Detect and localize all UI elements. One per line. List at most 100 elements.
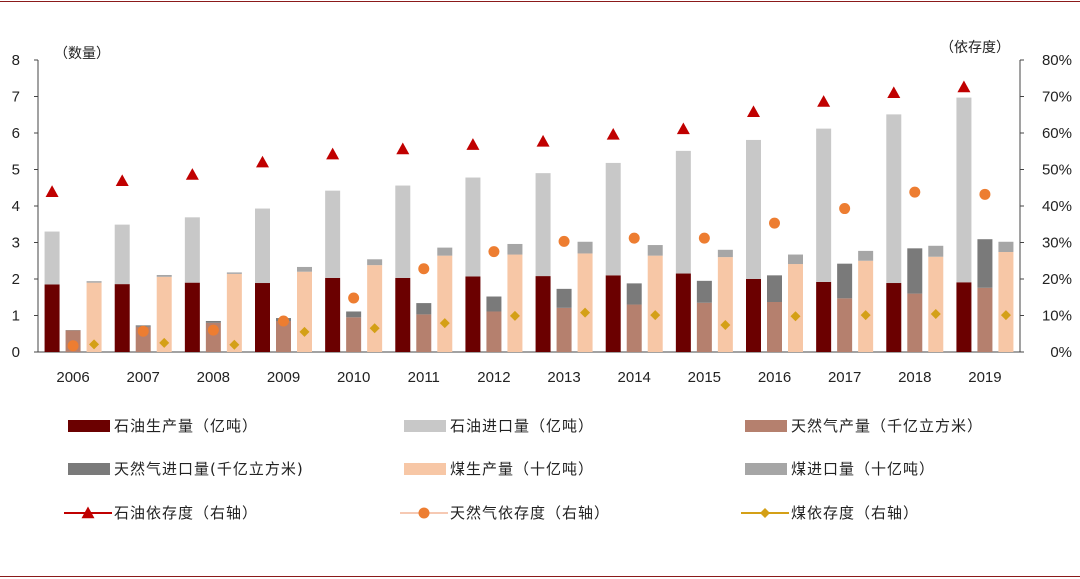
bar-1-0 [626, 304, 642, 352]
coal-dependency-marker [1000, 310, 1011, 321]
bar-1-0 [767, 301, 782, 352]
bar-1-1 [626, 283, 642, 305]
gas-dependency-marker [207, 324, 219, 336]
legend-swatch [404, 463, 446, 475]
bar-0-0 [325, 277, 341, 352]
oil-dependency-marker [326, 147, 340, 160]
bar-1-0 [486, 311, 502, 352]
legend-swatch [404, 420, 446, 432]
legend-diamond-marker [760, 508, 770, 518]
x-tick-label: 2012 [477, 369, 510, 386]
x-tick-label: 2010 [337, 369, 370, 386]
legend-circle-marker [418, 507, 430, 519]
oil-dependency-marker [957, 80, 971, 93]
left-tick-label: 0 [12, 344, 20, 361]
bar-0-1 [675, 150, 691, 274]
gas-dependency-marker [137, 325, 149, 337]
bar-0-1 [886, 114, 902, 284]
coal-dependency-marker [229, 339, 240, 350]
gas-dependency-marker [488, 246, 500, 258]
bar-2-1 [858, 250, 874, 261]
legend-label: 天然气进口量(千亿立方米) [114, 460, 304, 478]
bar-0-1 [535, 173, 551, 277]
legend-label: 石油依存度（右轴） [114, 504, 258, 522]
left-tick-label: 1 [12, 308, 20, 325]
bar-0-1 [816, 128, 832, 282]
gas-dependency-marker [769, 217, 780, 229]
bar-2-1 [717, 249, 733, 258]
x-tick-label: 2006 [56, 369, 89, 386]
bar-0-0 [605, 275, 621, 352]
legend-label: 天然气依存度（右轴） [450, 504, 610, 522]
top-rule [0, 1, 1080, 2]
gas-dependency-marker [909, 186, 921, 198]
right-tick-label: 80% [1042, 52, 1072, 69]
bar-1-0 [416, 314, 432, 352]
left-tick-label: 6 [12, 125, 20, 142]
bar-0-0 [255, 283, 270, 352]
x-tick-label: 2015 [688, 369, 721, 386]
x-tick-label: 2009 [267, 369, 300, 386]
bar-2-1 [226, 272, 242, 274]
x-tick-label: 2008 [197, 369, 230, 386]
right-tick-label: 20% [1042, 271, 1072, 288]
bar-2-0 [156, 276, 172, 352]
bar-1-0 [696, 302, 712, 352]
bar-1-1 [837, 263, 853, 299]
bar-2-1 [647, 245, 663, 256]
legend-label: 煤进口量（十亿吨） [791, 460, 935, 478]
bar-2-0 [647, 255, 663, 352]
oil-dependency-marker [466, 138, 480, 150]
x-tick-label: 2011 [408, 369, 440, 386]
bar-0-0 [956, 282, 972, 352]
bar-0-1 [605, 162, 621, 276]
bottom-rule [0, 576, 1080, 577]
left-tick-label: 3 [12, 235, 20, 252]
gas-dependency-marker [628, 232, 640, 244]
bar-2-1 [507, 243, 523, 255]
oil-dependency-marker [606, 127, 620, 140]
chart-axes: 0123456780%10%20%30%40%50%60%70%80%（数量）（… [12, 40, 1072, 386]
bar-2-1 [437, 247, 453, 256]
bar-2-0 [507, 254, 523, 352]
bar-0-1 [325, 190, 341, 278]
bar-1-0 [837, 298, 853, 352]
x-tick-label: 2014 [618, 369, 651, 386]
bar-0-1 [395, 185, 411, 278]
right-tick-label: 30% [1042, 235, 1072, 252]
bar-0-1 [465, 177, 481, 277]
gas-dependency-marker [418, 263, 430, 275]
bar-2-1 [928, 245, 944, 257]
bar-2-1 [577, 241, 593, 254]
bar-1-0 [907, 293, 923, 352]
right-tick-label: 10% [1042, 308, 1072, 325]
legend-label: 石油生产量（亿吨） [114, 417, 258, 435]
oil-dependency-marker [115, 174, 129, 187]
bar-0-1 [114, 224, 130, 285]
gas-dependency-marker [348, 292, 360, 304]
oil-dependency-marker [396, 142, 410, 155]
gas-dependency-marker [839, 203, 851, 215]
bar-2-1 [156, 274, 172, 277]
bar-2-0 [577, 253, 593, 352]
legend-label: 煤生产量（十亿吨） [450, 460, 594, 478]
legend-label: 天然气产量（千亿立方米） [791, 417, 983, 435]
left-tick-label: 5 [12, 162, 20, 179]
bar-0-1 [44, 231, 60, 285]
bar-1-1 [556, 288, 572, 308]
oil-dependency-marker [256, 155, 269, 168]
bar-1-1 [205, 320, 221, 323]
bar-0-1 [184, 217, 200, 283]
bar-2-1 [788, 254, 803, 265]
legend-swatch [745, 420, 787, 432]
bar-2-1 [86, 281, 102, 283]
right-tick-label: 60% [1042, 125, 1072, 142]
coal-dependency-marker [580, 307, 591, 318]
coal-dependency-marker [650, 310, 661, 321]
oil-dependency-marker [747, 105, 760, 118]
bar-2-0 [717, 257, 733, 352]
bar-0-1 [746, 139, 761, 279]
x-tick-label: 2007 [127, 369, 160, 386]
oil-dependency-marker [536, 134, 550, 147]
